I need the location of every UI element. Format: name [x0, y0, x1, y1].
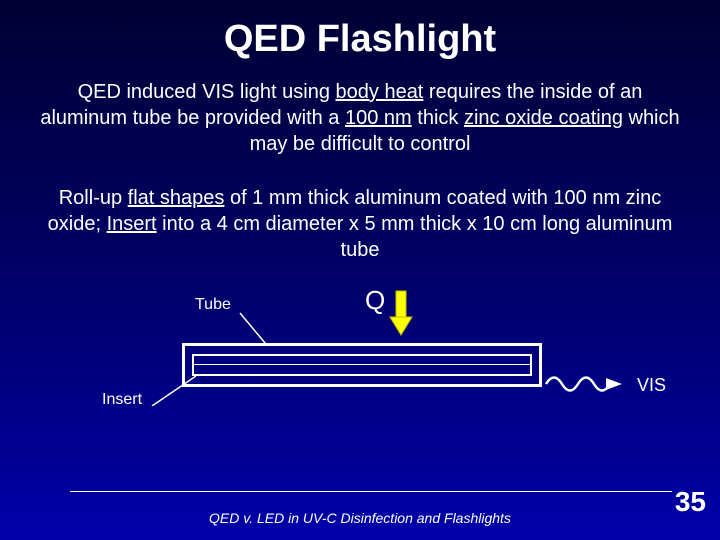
insert-shape	[192, 354, 532, 376]
insert-centerline	[194, 364, 530, 365]
label-tube: Tube	[195, 296, 231, 314]
label-q: Q	[365, 285, 385, 316]
arrow-down-icon	[388, 287, 414, 337]
label-vis: VIS	[637, 375, 666, 396]
slide-title: QED Flashlight	[0, 0, 720, 79]
label-insert: Insert	[102, 391, 142, 409]
diagram: Tube Q Insert VIS	[0, 281, 720, 441]
paragraph-1: QED induced VIS light using body heat re…	[0, 79, 720, 157]
footer-text: QED v. LED in UV-C Disinfection and Flas…	[0, 510, 720, 526]
wave-icon	[544, 369, 624, 399]
footer-divider	[70, 491, 672, 492]
paragraph-2: Roll-up flat shapes of 1 mm thick alumin…	[0, 185, 720, 263]
